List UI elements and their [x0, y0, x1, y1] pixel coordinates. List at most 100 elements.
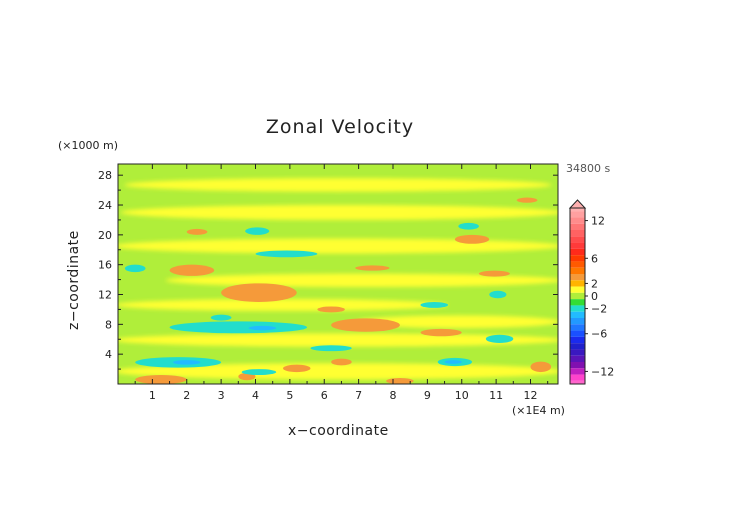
y-tick-label: 12 [98, 289, 112, 302]
positive-velocity-blob [283, 364, 311, 373]
negative-velocity-blob [489, 290, 507, 299]
negative-velocity-blob [124, 264, 146, 273]
positive-velocity-blob [331, 358, 352, 366]
positive-velocity-blob [516, 197, 538, 203]
colorbar-swatch [570, 230, 585, 237]
negative-velocity-blob [210, 314, 232, 321]
negative-velocity-blob [420, 301, 448, 308]
positive-velocity-blob [221, 283, 297, 302]
heatmap-band [356, 315, 558, 329]
x-axis-label: x−coordinate [288, 423, 389, 439]
colorbar-swatch [570, 380, 585, 384]
heatmap-band [118, 333, 558, 347]
x-axis-ticks: 1 2 3 4 5 6 7 8 9 10 11 12 [134, 164, 549, 402]
colorbar-swatch [570, 330, 585, 337]
colorbar-swatch [570, 223, 585, 230]
positive-velocity-blob [317, 306, 345, 313]
positive-velocity-blob [454, 234, 490, 244]
positive-velocity-blob [420, 328, 462, 337]
negative-velocity-blob [248, 325, 277, 331]
positive-velocity-blob [135, 375, 187, 384]
negative-velocity-blob [485, 334, 514, 343]
colorbar-swatch [570, 274, 585, 281]
y-tick-label: 20 [98, 229, 112, 242]
x-tick-label: 5 [286, 389, 293, 402]
colorbar: 12 6 20−2 −6 −12 [568, 199, 614, 385]
positive-velocity-blob [169, 264, 215, 276]
x-tick-label: 9 [424, 389, 431, 402]
x-tick-label: 4 [252, 389, 259, 402]
colorbar-swatch [570, 208, 585, 212]
heatmap-band [124, 178, 552, 192]
negative-velocity-blob [173, 360, 201, 365]
x-tick-label: 1 [149, 389, 156, 402]
colorbar-label: 12 [591, 215, 605, 228]
x-axis-unit: (×1E4 m) [512, 404, 565, 417]
colorbar-label: 6 [591, 252, 598, 265]
y-tick-label: 4 [105, 348, 112, 361]
heatmap-band [120, 205, 558, 220]
colorbar-swatch [570, 292, 585, 300]
colorbar-label: −12 [591, 365, 614, 378]
colorbar-swatch [570, 349, 585, 356]
heatmap-band [118, 238, 558, 254]
colorbar-swatch [570, 280, 585, 287]
negative-velocity-blob [310, 345, 352, 352]
negative-velocity-blob [245, 227, 270, 235]
colorbar-swatch [570, 374, 585, 381]
heatmap-band [118, 298, 448, 311]
colorbar-swatch [570, 355, 585, 362]
negative-velocity-blob [255, 250, 318, 258]
x-tick-label: 2 [183, 389, 190, 402]
positive-velocity-blob [355, 265, 390, 271]
y-axis-ticks: 4 8 12 16 20 24 28 [98, 169, 558, 370]
colorbar-label: 0 [591, 290, 598, 303]
positive-velocity-blob [386, 378, 414, 384]
negative-velocity-blob [458, 222, 479, 230]
colorbar-swatch [570, 286, 585, 293]
colorbar-swatch [570, 267, 585, 274]
y-tick-label: 28 [98, 169, 112, 182]
colorbar-label: 2 [591, 277, 598, 290]
x-tick-label: 6 [321, 389, 328, 402]
colorbar-swatch [570, 311, 585, 318]
colorbar-swatch [570, 217, 585, 224]
colorbar-swatch [570, 336, 585, 344]
positive-velocity-blob [530, 361, 552, 373]
x-tick-label: 3 [218, 389, 225, 402]
colorbar-swatch [570, 305, 585, 312]
colorbar-swatch [570, 211, 585, 218]
colorbar-extension [568, 199, 587, 209]
positive-velocity-blob [478, 270, 510, 277]
plot-frame [117, 163, 559, 385]
x-tick-label: 12 [524, 389, 538, 402]
y-tick-label: 24 [98, 199, 112, 212]
negative-velocity-blob [169, 321, 308, 334]
colorbar-label: −6 [591, 328, 607, 341]
positive-velocity-blob [186, 228, 208, 235]
time-label: 34800 s [566, 162, 611, 175]
negative-velocity-blob [444, 360, 462, 364]
x-tick-label: 10 [455, 389, 469, 402]
heatmap-field [118, 178, 558, 384]
colorbar-swatch [570, 318, 585, 325]
colorbar-swatch [570, 255, 585, 262]
colorbar-swatch [570, 242, 585, 249]
heatmap-band [118, 363, 558, 380]
colorbar-swatch [570, 236, 585, 243]
y-tick-label: 16 [98, 259, 112, 272]
colorbar-swatch [570, 368, 585, 375]
x-tick-label: 7 [355, 389, 362, 402]
colorbar-swatch [570, 343, 585, 350]
colorbar-label: −2 [591, 303, 607, 316]
colorbar-swatch [570, 248, 585, 256]
chart-title: Zonal Velocity [265, 116, 415, 138]
y-tick-label: 8 [105, 318, 112, 331]
colorbar-swatch [570, 299, 585, 306]
negative-velocity-blob [241, 369, 277, 376]
x-tick-label: 11 [489, 389, 503, 402]
colorbar-swatch [570, 261, 585, 268]
colorbar-swatch [570, 324, 585, 331]
y-axis-unit: (×1000 m) [58, 139, 119, 152]
